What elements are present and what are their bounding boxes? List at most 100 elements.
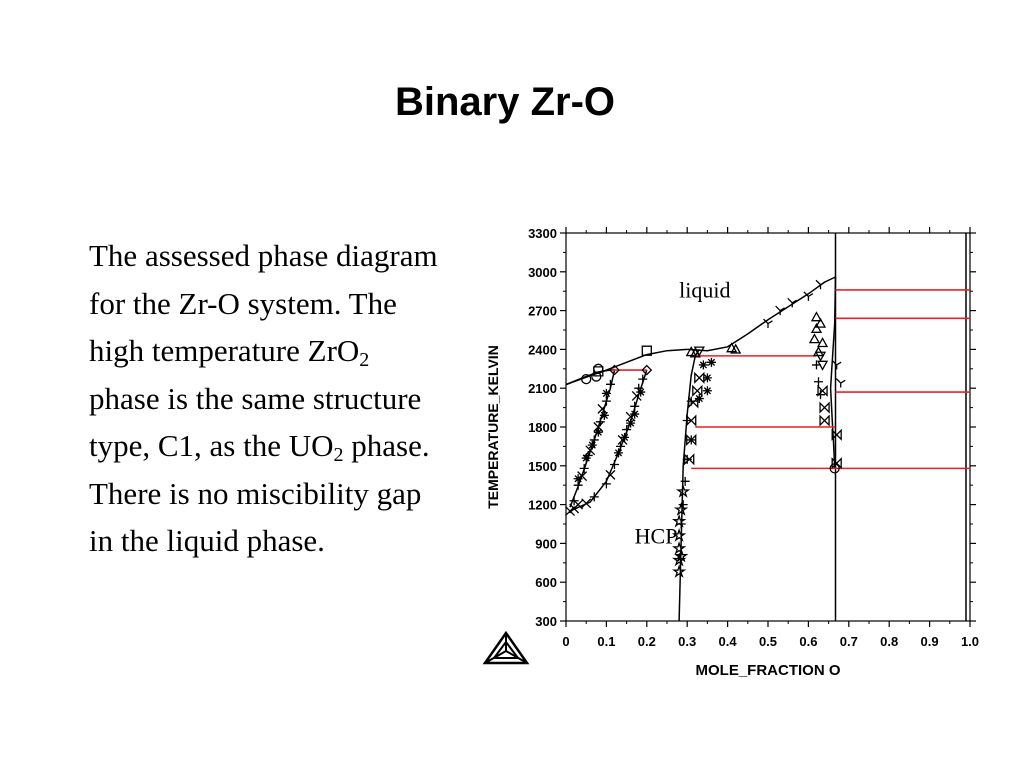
data-point-plus <box>601 479 611 489</box>
data-point-diamond <box>641 364 653 376</box>
x-tick-label: 0.7 <box>840 634 858 649</box>
data-points <box>565 279 846 578</box>
data-point-plus <box>814 377 823 387</box>
y-tick-label: 3000 <box>528 265 557 280</box>
y-tick-label: 1800 <box>528 420 557 435</box>
data-point-bow <box>694 371 705 384</box>
data-point-bow <box>817 384 828 397</box>
data-point-bow <box>686 414 697 427</box>
x-tick-labels: 0 0.1 0.2 0.3 0.4 0.5 0.6 0.7 0.8 0.9 1.0 <box>562 634 979 649</box>
y-tick-label: 2100 <box>528 381 557 396</box>
data-point-y <box>815 279 826 290</box>
x-tick-label: 0.1 <box>597 634 615 649</box>
tick-marks <box>560 227 976 627</box>
phase-boundary-hcp-solvus-left <box>569 369 616 508</box>
data-point-x <box>605 469 616 480</box>
y-tick-label: 300 <box>535 614 557 629</box>
x-tick-label: 0.9 <box>921 634 939 649</box>
data-point-y <box>787 297 798 308</box>
thermocalc-logo <box>482 630 530 665</box>
x-tick-label: 1.0 <box>961 634 979 649</box>
data-point-asterisk <box>698 360 708 370</box>
data-point-plus <box>638 374 648 384</box>
subscript-2-uo2: 2 <box>333 444 344 466</box>
data-point-asterisk <box>601 388 611 398</box>
phase-boundary-zro2-lower-boundary <box>829 276 837 469</box>
data-point-bow <box>688 396 699 409</box>
phase-boundary-liquidus-oxygen-side <box>687 276 836 352</box>
data-point-star <box>671 541 687 555</box>
data-point-plus <box>609 460 619 470</box>
description-part-1: The assessed phase diagram for the Zr-O … <box>89 238 438 368</box>
data-point-star <box>675 484 691 498</box>
slide-title: Binary Zr-O <box>394 80 616 124</box>
x-tick-label: 0.8 <box>880 634 898 649</box>
data-point-asterisk <box>636 387 646 397</box>
data-point-star <box>673 548 689 563</box>
data-point-diamond <box>609 364 620 376</box>
data-point-asterisk <box>702 386 712 396</box>
data-point-bow <box>819 401 830 414</box>
x-tick-label: 0.5 <box>759 634 777 649</box>
data-point-asterisk <box>599 410 609 420</box>
data-point-bow <box>692 384 703 397</box>
data-point-plus <box>605 379 615 389</box>
y-tick-label: 600 <box>535 575 557 590</box>
data-point-asterisk <box>626 418 636 428</box>
x-tick-label: 0 <box>562 634 569 649</box>
data-point-plus <box>630 401 640 411</box>
subscript-2-zro2: 2 <box>359 349 370 371</box>
data-point-tri <box>812 346 825 357</box>
data-point-tridown <box>814 351 827 362</box>
data-point-asterisk <box>593 427 603 437</box>
data-point-star <box>671 564 687 578</box>
data-point-asterisk <box>614 448 624 458</box>
data-point-y <box>803 291 814 301</box>
y-axis-label: TEMPERATURE_KELVIN <box>485 345 501 509</box>
data-point-plus <box>680 476 690 486</box>
data-point-y <box>763 318 773 329</box>
x-axis-label: MOLE_FRACTION O <box>696 662 841 679</box>
data-point-star <box>673 502 689 516</box>
x-tick-label: 0.4 <box>719 634 738 649</box>
x-tick-label: 0.3 <box>678 634 696 649</box>
data-point-asterisk <box>702 373 712 383</box>
data-point-circle <box>591 371 602 382</box>
data-point-asterisk <box>706 357 716 367</box>
data-point-circle <box>593 363 604 374</box>
data-point-x <box>581 498 592 509</box>
data-point-x <box>597 403 608 414</box>
y-tick-label: 1200 <box>528 498 557 513</box>
data-point-tri <box>730 343 742 354</box>
data-point-plus <box>579 463 589 473</box>
data-point-bow <box>686 433 697 447</box>
data-point-bow <box>684 453 695 466</box>
data-point-bow <box>831 428 842 441</box>
data-point-asterisk <box>630 409 640 419</box>
data-point-asterisk <box>694 394 704 404</box>
data-point-tri <box>810 322 823 333</box>
data-point-tri <box>816 337 829 348</box>
description-text: The assessed phase diagram for the Zr-O … <box>89 232 439 565</box>
data-point-asterisk <box>620 432 630 442</box>
data-point-asterisk <box>587 440 597 450</box>
data-point-y <box>835 378 846 388</box>
region-label-hcp: HCP <box>635 523 678 548</box>
description-part-2: phase is the same structure type, C1, as… <box>89 380 422 464</box>
invariant-lines <box>610 289 970 470</box>
data-point-star <box>671 528 687 542</box>
data-point-tri <box>810 311 823 322</box>
data-point-asterisk <box>581 453 591 463</box>
y-tick-label: 2700 <box>528 304 557 319</box>
data-point-plus <box>589 492 599 502</box>
data-point-tri <box>814 317 827 328</box>
region-label-liquid: liquid <box>679 278 730 303</box>
data-point-y <box>775 305 785 316</box>
data-point-tri <box>808 333 821 344</box>
region-labels: liquid HCP <box>635 278 731 549</box>
y-tick-label: 3300 <box>528 226 557 241</box>
data-point-asterisk <box>573 474 583 484</box>
data-point-square <box>641 345 652 356</box>
data-point-plus <box>622 425 632 435</box>
